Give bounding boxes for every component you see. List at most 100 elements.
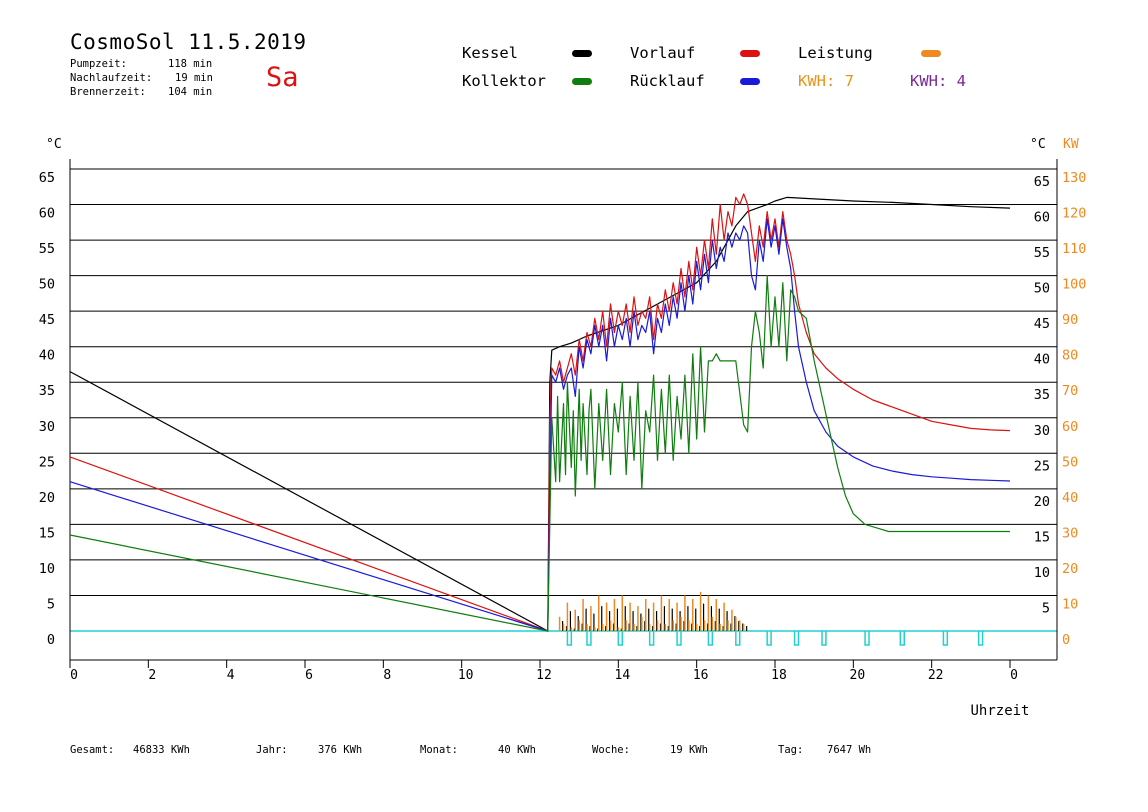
legend-vorlauf-swatch [740,50,760,57]
y-tick-label-left: 5 [47,596,55,612]
pump-on-marker [793,631,800,646]
pumpzeit-label: Pumpzeit: [70,58,127,70]
y-tick-label-right-c: 40 [1034,352,1050,368]
x-tick-label: 0 [70,668,78,683]
x-tick-label: 18 [771,668,787,683]
y-tick-label-left: 10 [39,561,55,577]
leistung-layer [558,591,748,631]
pump-on-marker [864,631,870,646]
legend-kessel-label: Kessel [462,44,518,62]
y-tick-label-right-kw: 30 [1062,525,1078,541]
y-tick-label-right-kw: 10 [1062,596,1078,612]
y-tick-label-right-c: 15 [1034,529,1050,545]
weekday-label: Sa [266,62,299,93]
footer-jahr-label: Jahr: [256,744,288,756]
pump-on-marker [821,631,827,646]
y-tick-label-right-c: 45 [1034,316,1050,332]
series-line-vorlauf [69,193,1011,632]
x-tick-label: 6 [305,668,313,683]
y-tick-label-right-kw: 90 [1062,312,1078,328]
chart-title: CosmoSol 11.5.2019 [70,30,307,54]
x-tick-label: 2 [148,668,156,683]
y-axis-label-left: °C [46,137,62,152]
y-tick-label-left: 15 [39,525,55,541]
legend-kwh-brenner: KWH: 4 [910,72,966,90]
series-line-kessel [69,196,1011,632]
x-tick-label: 14 [615,668,631,683]
legend-vorlauf-label: Vorlauf [630,44,696,62]
y-tick-label-right-c: 60 [1034,210,1050,226]
pump-layer [566,631,984,646]
y-tick-label-right-kw: 70 [1062,383,1078,399]
brennerzeit-label: Brennerzeit: [70,86,146,98]
y-tick-label-right-c: 35 [1034,387,1050,403]
pump-on-marker [977,631,984,646]
x-tick-label: 16 [693,668,709,683]
nachlaufzeit-label: Nachlaufzeit: [70,72,153,84]
x-tick-label: 8 [383,668,391,683]
nachlaufzeit-value: 19 min [175,72,213,84]
y-tick-label-left: 30 [39,419,55,435]
x-tick-label: 0 [1010,668,1018,683]
footer-monat-label: Monat: [420,744,458,756]
legend-kollektor-swatch [572,78,592,85]
footer-jahr-value: 376 KWh [318,744,363,756]
pump-on-marker [766,631,772,646]
y-tick-label-right-kw: 80 [1062,348,1078,364]
y-tick-label-right-kw: 40 [1062,490,1078,506]
legend-ruecklauf-label: Rücklauf [630,72,705,90]
grid-layer [70,168,1057,632]
y-tick-label-left: 50 [39,277,55,293]
y-tick-label-left: 60 [39,206,55,222]
y-tick-label-right-kw: 0 [1062,632,1070,648]
axis-layer: 0 2 4 6 8 10 12 14 16 18 20 22 0Uhrzeit0510152025303… [39,137,1087,719]
x-tick-label: 12 [536,668,552,683]
footer-woche-value: 19 KWh [670,744,708,756]
y-tick-label-left: 55 [39,241,55,257]
y-tick-label-left: 0 [47,632,55,648]
pump-on-marker [648,631,655,646]
footer-gesamt-label: Gesamt: [70,744,115,756]
x-tick-label: 4 [227,668,235,683]
y-tick-label-right-c: 20 [1034,494,1050,510]
footer-gesamt-value: 46833 KWh [133,744,190,756]
y-tick-label-right-c: 25 [1034,458,1050,474]
footer-tag-label: Tag: [778,744,804,756]
y-tick-label-right-kw: 100 [1062,277,1086,293]
footer-tag-value: 7647 Wh [827,744,872,756]
legend-ruecklauf-swatch [740,78,760,85]
x-tick-label: 22 [928,668,944,683]
y-tick-label-left: 35 [39,383,55,399]
legend-leistung-label: Leistung [798,44,873,62]
legend-kollektor-label: Kollektor [462,72,546,90]
pump-on-marker [566,631,573,646]
pump-on-marker [942,631,949,646]
x-axis-label: Uhrzeit [970,703,1029,719]
y-tick-label-left: 40 [39,348,55,364]
pumpzeit-value: 118 min [168,58,213,70]
y-tick-label-right-kw: 20 [1062,561,1078,577]
y-axis-label-right-c: °C [1030,137,1046,152]
pump-on-marker [707,631,714,646]
y-tick-label-right-kw: 120 [1062,206,1086,222]
x-tick-label: 10 [458,668,474,683]
brennerzeit-value: 104 min [168,86,213,98]
y-tick-label-left: 65 [39,170,55,186]
pump-on-marker [735,631,741,646]
legend-kessel-swatch [572,50,592,57]
pump-on-marker [899,631,905,646]
series-line-ruecklauf [69,218,1011,632]
y-tick-label-right-c: 10 [1034,565,1050,581]
y-tick-label-right-kw: 110 [1062,241,1086,257]
y-tick-label-right-c: 30 [1034,423,1050,439]
y-tick-label-left: 25 [39,454,55,470]
y-tick-label-right-kw: 60 [1062,419,1078,435]
pump-on-marker [586,631,592,646]
y-tick-label-right-kw: 130 [1062,170,1086,186]
y-tick-label-right-c: 50 [1034,281,1050,297]
y-tick-label-right-c: 65 [1034,174,1050,190]
legend-leistung-swatch [921,50,941,57]
series-line-kollektor [69,275,1010,632]
y-tick-label-right-c: 5 [1042,600,1050,616]
